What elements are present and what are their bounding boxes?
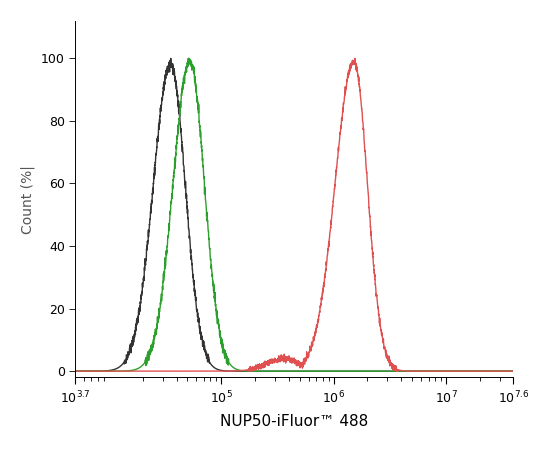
X-axis label: NUP50-iFluor™ 488: NUP50-iFluor™ 488 <box>220 414 368 429</box>
Y-axis label: Count (%|: Count (%| <box>21 165 35 234</box>
